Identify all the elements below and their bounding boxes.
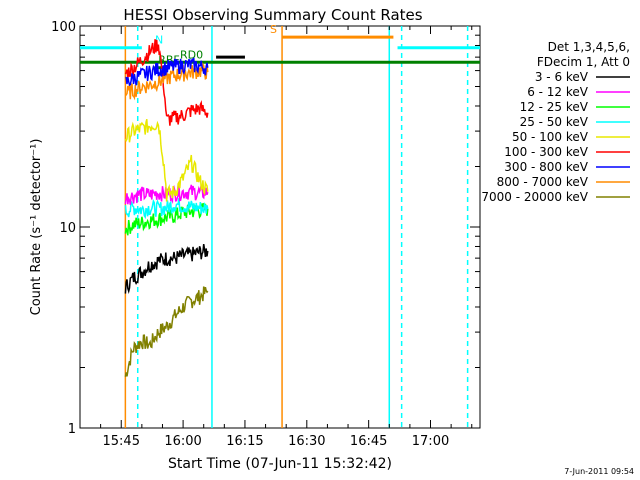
- axes: 15:45 16:00 16:15 16:30 16:45 17:00 1 10 100: [51, 20, 480, 449]
- x-tick-label-4: 16:30: [288, 434, 325, 449]
- series-line-6: [124, 119, 209, 202]
- legend-label-3: 12 - 25 keV: [520, 100, 589, 114]
- series-line-3: [124, 202, 209, 236]
- x-tick-label-5: 16:45: [350, 434, 387, 449]
- flag-label-s: S: [270, 23, 277, 36]
- vertical-markers: [124, 26, 469, 428]
- y-tick-label-3: 100: [51, 20, 76, 35]
- flag-label-n: N: [155, 34, 163, 47]
- flag-label-rd0: RD0: [180, 48, 203, 61]
- series-line-2: [124, 243, 209, 295]
- legend-label-6: 100 - 300 keV: [504, 145, 588, 159]
- x-tick-label-1: 15:45: [103, 434, 140, 449]
- x-tick-label-6: 17:00: [412, 434, 449, 449]
- footer-timestamp: 7-Jun-2011 09:54: [564, 467, 634, 476]
- y-axis-label: Count Rate (s⁻¹ detector⁻¹): [29, 139, 44, 316]
- legend-header-detectors: Det 1,3,4,5,6,: [548, 40, 630, 54]
- data-series: [124, 39, 209, 377]
- legend-label-1: 3 - 6 keV: [535, 70, 589, 84]
- legend: Det 1,3,4,5,6, FDecim 1, Att 0 3 - 6 keV…: [481, 40, 630, 204]
- y-tick-label-1: 1: [68, 422, 76, 437]
- legend-label-5: 50 - 100 keV: [512, 130, 589, 144]
- series-line-4: [124, 197, 209, 220]
- x-tick-label-3: 16:15: [226, 434, 263, 449]
- legend-label-7: 300 - 800 keV: [504, 160, 588, 174]
- legend-header-decimation: FDecim 1, Att 0: [537, 55, 630, 69]
- x-tick-label-2: 16:00: [164, 434, 201, 449]
- series-line-1: [124, 286, 209, 377]
- series-line-7: [124, 39, 209, 126]
- series-line-9: [125, 57, 209, 87]
- legend-label-4: 25 - 50 keV: [520, 115, 589, 129]
- legend-label-9: 7000 - 20000 keV: [481, 190, 588, 204]
- legend-label-2: 6 - 12 keV: [527, 85, 589, 99]
- x-axis-label: Start Time (07-Jun-11 15:32:42): [168, 456, 392, 472]
- chart-title: HESSI Observing Summary Count Rates: [123, 6, 422, 24]
- y-tick-label-2: 10: [59, 221, 76, 236]
- legend-label-8: 800 - 7000 keV: [497, 175, 589, 189]
